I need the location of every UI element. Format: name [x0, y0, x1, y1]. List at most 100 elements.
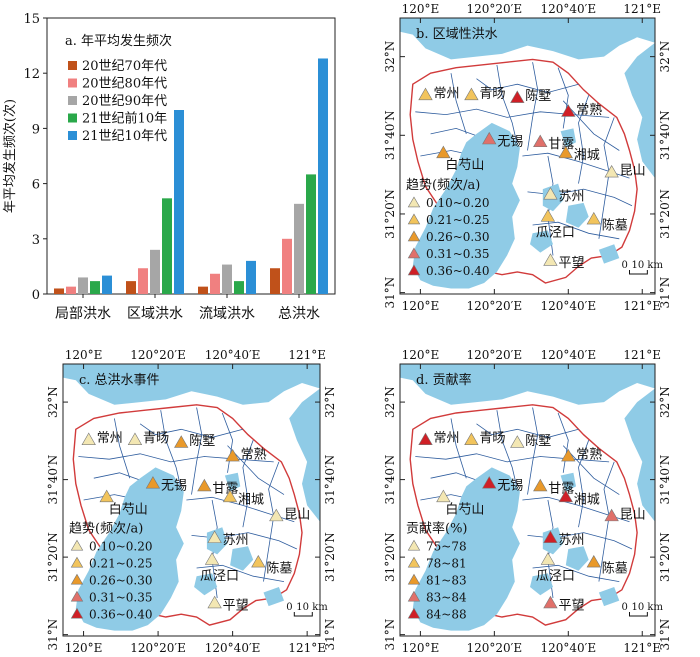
- map-legend-label-4: 83~84: [426, 590, 467, 604]
- river-8: [527, 407, 539, 495]
- river-10: [578, 440, 590, 528]
- bar-4-2: [282, 238, 292, 294]
- river-9: [557, 412, 569, 473]
- station-marker-6: [197, 478, 212, 492]
- y-tick-label-right: 31°40′N: [323, 455, 337, 505]
- y-tick-label: 6: [32, 178, 40, 193]
- panel-a-title: a. 年平均发生频次: [65, 33, 172, 49]
- scale-bar-zero: 0: [622, 602, 628, 613]
- station-label-10: 苏州: [558, 189, 584, 205]
- x-tick-label-top: 120°40′E: [540, 348, 596, 362]
- x-tick-label: 区域洪水: [127, 306, 183, 322]
- map-legend-label-4: 0.31~0.35: [426, 247, 490, 261]
- x-tick-label-bottom: 121°E: [623, 641, 661, 655]
- station-label-12: 陈墓: [602, 561, 628, 577]
- station-label-8: 白芍山: [109, 501, 148, 517]
- map-legend-marker-1: [407, 196, 421, 208]
- x-tick-label: 流域洪水: [199, 306, 255, 322]
- river-10: [242, 440, 254, 528]
- y-tick-label: 0: [32, 288, 40, 303]
- bar-1-2: [66, 286, 76, 294]
- x-tick-label-bottom: 120°20′E: [467, 641, 523, 655]
- y-tick-label-left: 31°40′N: [46, 455, 60, 505]
- station-marker-12: [251, 554, 266, 568]
- station-marker-3: [510, 90, 525, 103]
- map-legend-label-3: 0.26~0.30: [89, 573, 153, 587]
- station-marker-9: [604, 508, 619, 522]
- y-tick-label-left: 32°N: [383, 386, 397, 418]
- map-legend-marker-3: [407, 230, 421, 242]
- x-tick-label-bottom: 120°20′E: [130, 641, 186, 655]
- x-tick-label-top: 121°E: [288, 348, 326, 362]
- map-panel-title: b. 区域性洪水: [416, 27, 498, 42]
- x-tick-label-bottom: 121°E: [623, 299, 661, 313]
- bar-2-2: [138, 268, 148, 294]
- x-tick-label-bottom: 120°E: [65, 641, 103, 655]
- map-legend-marker-4: [70, 590, 84, 602]
- small-lake-3: [194, 573, 218, 596]
- station-marker-8: [436, 489, 451, 503]
- bar-1-3: [78, 277, 88, 294]
- station-label-10: 苏州: [223, 532, 249, 548]
- x-tick-label-top: 120°E: [402, 348, 440, 362]
- map-frame: [399, 17, 656, 295]
- station-label-13: 平望: [223, 597, 249, 613]
- station-marker-4: [561, 104, 576, 117]
- x-tick-label-bottom: 120°40′E: [540, 641, 596, 655]
- river-6: [114, 418, 131, 479]
- scale-bar-label: 10 km: [632, 602, 664, 613]
- x-tick-label-bottom: 120°E: [402, 641, 440, 655]
- station-label-10: 苏州: [558, 532, 584, 548]
- station-marker-5: [482, 476, 497, 489]
- x-tick-label-top: 120°E: [65, 348, 103, 362]
- small-lake-4: [560, 472, 576, 492]
- station-marker-10: [207, 530, 222, 543]
- station-label-6: 甘露: [212, 481, 238, 496]
- small-lake-4: [560, 128, 576, 148]
- y-tick-label: 3: [32, 233, 40, 248]
- x-tick-label-top: 120°E: [402, 2, 440, 16]
- station-marker-10: [543, 530, 558, 543]
- station-label-4: 常熟: [576, 446, 602, 462]
- station-marker-7: [558, 145, 573, 159]
- station-label-1: 常州: [97, 431, 123, 446]
- small-lake-4: [224, 472, 241, 492]
- taihu-lake: [412, 122, 520, 289]
- y-tick-label-right: 32°N: [658, 41, 672, 73]
- y-tick-label-left: 32°N: [46, 386, 60, 418]
- map-panel-title: c. 总洪水事件: [79, 373, 160, 388]
- bar-1-1: [54, 288, 64, 294]
- map-legend-title: 贡献率(%): [406, 521, 468, 537]
- station-label-6: 甘露: [548, 137, 574, 152]
- map-legend-marker-2: [407, 213, 421, 225]
- station-label-1: 常州: [434, 86, 460, 101]
- bar-1-4: [90, 281, 100, 294]
- y-tick-label-left: 31°20′N: [383, 532, 397, 582]
- station-label-7: 湘城: [574, 492, 600, 507]
- y-tick-label: 12: [23, 67, 40, 82]
- scale-bar-label: 10 km: [632, 260, 664, 271]
- map-frame: [399, 363, 656, 637]
- bar-3-4: [234, 281, 244, 294]
- river-10: [578, 95, 590, 184]
- station-marker-9: [269, 508, 284, 522]
- map-legend-label-4: 0.31~0.35: [89, 590, 153, 604]
- station-label-9: 昆山: [284, 507, 310, 522]
- map-legend-label-1: 75~78: [426, 539, 467, 553]
- station-marker-1: [418, 87, 433, 101]
- station-label-5: 无锡: [497, 134, 523, 149]
- bar-4-3: [294, 203, 304, 294]
- station-marker-3: [510, 435, 525, 448]
- river-9: [221, 412, 234, 473]
- map-legend-marker-1: [407, 539, 421, 551]
- map-legend-label-5: 0.36~0.40: [426, 264, 490, 278]
- station-label-3: 陈墅: [189, 433, 215, 449]
- river-15: [227, 445, 285, 495]
- river-13: [476, 423, 579, 438]
- map-legend-marker-2: [407, 556, 421, 568]
- station-label-13: 平望: [558, 255, 584, 271]
- map-legend-label-2: 0.21~0.25: [426, 213, 490, 227]
- station-marker-2: [464, 87, 479, 101]
- station-label-3: 陈墅: [525, 88, 551, 104]
